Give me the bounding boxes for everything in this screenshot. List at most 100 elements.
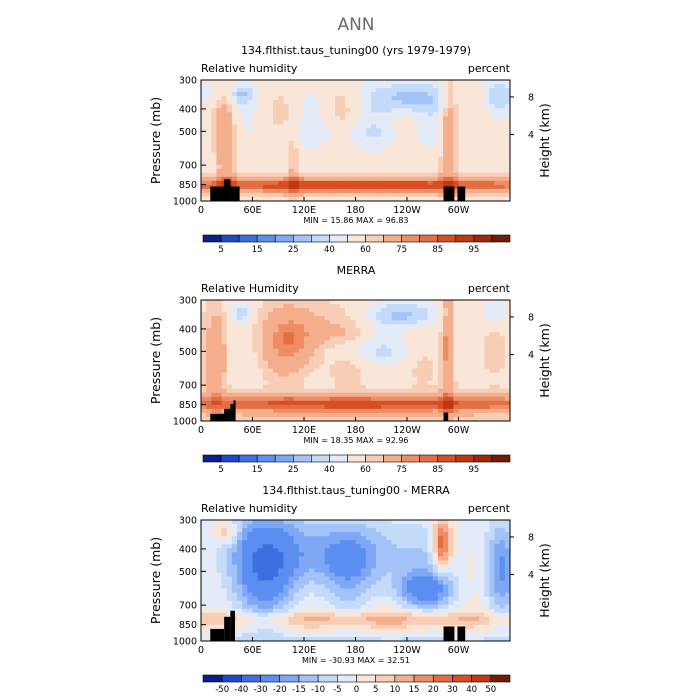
heatmap-cell — [453, 372, 459, 378]
heatmap-cell — [267, 620, 274, 626]
heatmap-cell — [298, 120, 305, 125]
heatmap-cell — [252, 408, 259, 414]
heatmap-cell — [242, 536, 248, 541]
heatmap-cell — [381, 180, 387, 186]
heatmap-cell — [283, 316, 289, 321]
heatmap-cell — [499, 316, 506, 321]
heatmap-cell — [334, 148, 341, 153]
heatmap-cell — [412, 360, 418, 365]
heatmap-cell — [489, 144, 495, 149]
heatmap-cell — [278, 588, 284, 593]
heatmap-cell — [396, 564, 403, 569]
heatmap-cell — [381, 620, 387, 626]
heatmap-cell — [448, 356, 454, 361]
heatmap-cell — [201, 84, 207, 89]
heatmap-cell — [463, 336, 470, 341]
heatmap-cell — [278, 188, 284, 194]
heatmap-cell — [489, 184, 495, 190]
heatmap-cell — [386, 308, 392, 313]
heatmap-cell — [365, 336, 372, 341]
heatmap-cell — [365, 348, 372, 353]
heatmap-cell — [412, 80, 418, 85]
heatmap-cell — [324, 340, 331, 345]
heatmap-cell — [334, 136, 341, 141]
heatmap-cell — [319, 132, 325, 137]
heatmap-cell — [211, 624, 217, 630]
heatmap-cell — [458, 412, 465, 418]
heatmap-cell — [221, 352, 228, 357]
heatmap-cell — [242, 88, 248, 93]
heatmap-cell — [226, 116, 233, 121]
heatmap-cell — [288, 560, 295, 565]
heatmap-cell — [226, 608, 233, 614]
heatmap-cell — [499, 188, 506, 194]
heatmap-cell — [237, 148, 243, 153]
heatmap-cell — [267, 308, 274, 313]
heatmap-cell — [314, 524, 320, 529]
heatmap-cell — [262, 412, 269, 418]
heatmap-cell — [355, 628, 362, 634]
heatmap-cell — [370, 532, 377, 537]
heatmap-cell — [334, 376, 341, 382]
heatmap-cell — [221, 604, 228, 610]
heatmap-cell — [350, 596, 356, 602]
heatmap-cell — [216, 100, 222, 105]
heatmap-cell — [216, 312, 222, 317]
heatmap-cell — [231, 116, 238, 121]
heatmap-cell — [386, 128, 392, 133]
heatmap-cell — [360, 388, 367, 394]
heatmap-cell — [407, 624, 413, 630]
heatmap-cell — [437, 340, 444, 345]
heatmap-cell — [355, 336, 362, 341]
heatmap-cell — [391, 144, 398, 149]
heatmap-cell — [257, 88, 264, 93]
heatmap-cell — [221, 592, 228, 598]
heatmap-cell — [376, 164, 382, 170]
heatmap-cell — [463, 140, 470, 145]
heatmap-cell — [304, 132, 310, 137]
heatmap-cell — [350, 336, 356, 341]
heatmap-cell — [473, 156, 480, 162]
colorbar-swatch — [256, 454, 276, 463]
heatmap-cell — [365, 580, 372, 585]
heatmap-cell — [365, 576, 372, 581]
heatmap-cell — [201, 116, 207, 121]
heatmap-cell — [304, 344, 310, 349]
heatmap-cell — [314, 360, 320, 365]
heatmap-cell — [237, 108, 243, 113]
heatmap-cell — [231, 124, 238, 129]
heatmap-cell — [396, 612, 403, 618]
heatmap-cell — [376, 632, 382, 638]
heatmap-cell — [298, 380, 305, 386]
heatmap-cell — [340, 372, 346, 378]
heatmap-cell — [391, 392, 398, 398]
heatmap-cell — [370, 408, 377, 414]
heatmap-cell — [283, 364, 289, 369]
heatmap-cell — [365, 104, 372, 109]
heatmap-cell — [247, 608, 253, 614]
heatmap-cell — [401, 380, 408, 386]
heatmap-cell — [283, 556, 289, 561]
heatmap-cell — [309, 364, 315, 369]
heatmap-cell — [267, 600, 274, 606]
heatmap-cell — [381, 132, 387, 137]
heatmap-cell — [288, 192, 295, 198]
heatmap-cell — [381, 96, 387, 101]
heatmap-cell — [231, 588, 238, 593]
heatmap-cell — [293, 184, 300, 190]
heatmap-cell — [293, 548, 300, 553]
heatmap-cell — [345, 100, 351, 105]
heatmap-cell — [376, 572, 382, 577]
heatmap-cell — [345, 136, 351, 141]
heatmap-cell — [216, 336, 222, 341]
heatmap-cell — [360, 616, 367, 622]
heatmap-cell — [407, 580, 413, 585]
heatmap-cell — [422, 176, 428, 182]
heatmap-cell — [237, 120, 243, 125]
heatmap-cell — [401, 564, 408, 569]
heatmap-cell — [293, 556, 300, 561]
heatmap-cell — [401, 132, 408, 137]
colorbar-swatch — [202, 234, 222, 243]
heatmap-cell — [293, 344, 300, 349]
heatmap-cell — [206, 116, 212, 121]
